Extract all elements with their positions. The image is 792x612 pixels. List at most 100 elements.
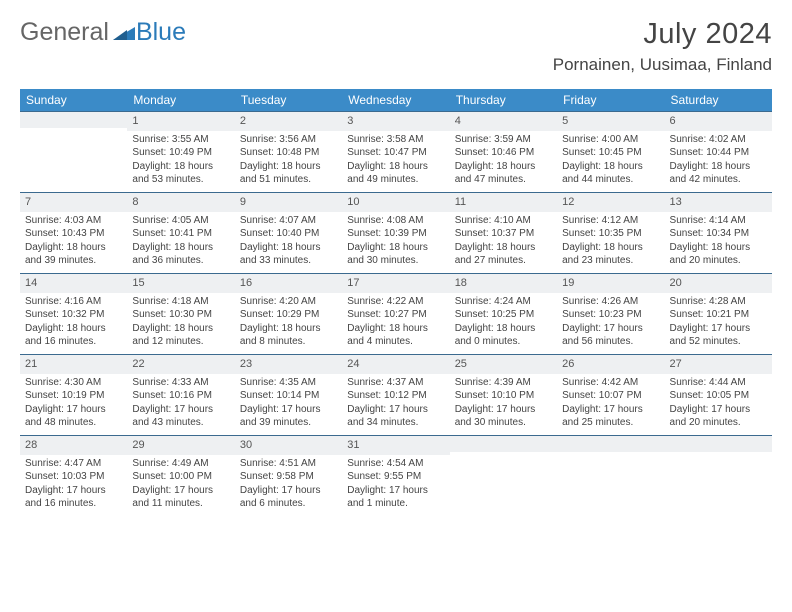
sunset-text: Sunset: 10:40 PM [240,227,337,241]
day-number-bar: 30 [235,435,342,455]
day-details: Sunrise: 4:44 AMSunset: 10:05 PMDaylight… [665,376,772,433]
calendar-day-cell: 15Sunrise: 4:18 AMSunset: 10:30 PMDaylig… [127,273,234,354]
day-number-bar: 3 [342,111,449,131]
day-number-bar: 13 [665,192,772,212]
logo-text-1: General [20,18,109,47]
calendar-day-cell [20,111,127,192]
day-details: Sunrise: 4:35 AMSunset: 10:14 PMDaylight… [235,376,342,433]
daylight-text: Daylight: 17 hours and 6 minutes. [240,484,337,511]
daylight-text: Daylight: 18 hours and 27 minutes. [455,241,552,268]
sunset-text: Sunset: 10:21 PM [670,308,767,322]
sunset-text: Sunset: 10:23 PM [562,308,659,322]
sunset-text: Sunset: 10:16 PM [132,389,229,403]
calendar-day-cell: 27Sunrise: 4:44 AMSunset: 10:05 PMDaylig… [665,354,772,435]
daylight-text: Daylight: 17 hours and 52 minutes. [670,322,767,349]
calendar-week-row: 7Sunrise: 4:03 AMSunset: 10:43 PMDayligh… [20,192,772,273]
sunset-text: Sunset: 10:37 PM [455,227,552,241]
calendar-day-cell: 9Sunrise: 4:07 AMSunset: 10:40 PMDayligh… [235,192,342,273]
weekday-header: Monday [127,89,234,111]
calendar-day-cell: 7Sunrise: 4:03 AMSunset: 10:43 PMDayligh… [20,192,127,273]
calendar-day-cell: 29Sunrise: 4:49 AMSunset: 10:00 PMDaylig… [127,435,234,516]
calendar-day-cell: 20Sunrise: 4:28 AMSunset: 10:21 PMDaylig… [665,273,772,354]
calendar-day-cell: 24Sunrise: 4:37 AMSunset: 10:12 PMDaylig… [342,354,449,435]
sunrise-text: Sunrise: 4:35 AM [240,376,337,390]
sunrise-text: Sunrise: 4:44 AM [670,376,767,390]
daylight-text: Daylight: 18 hours and 12 minutes. [132,322,229,349]
day-number-bar [557,435,664,452]
day-details: Sunrise: 4:03 AMSunset: 10:43 PMDaylight… [20,214,127,271]
sunrise-text: Sunrise: 4:24 AM [455,295,552,309]
day-details: Sunrise: 3:56 AMSunset: 10:48 PMDaylight… [235,133,342,190]
daylight-text: Daylight: 18 hours and 42 minutes. [670,160,767,187]
day-number-bar: 2 [235,111,342,131]
calendar-day-cell: 6Sunrise: 4:02 AMSunset: 10:44 PMDayligh… [665,111,772,192]
calendar-day-cell: 16Sunrise: 4:20 AMSunset: 10:29 PMDaylig… [235,273,342,354]
daylight-text: Daylight: 18 hours and 30 minutes. [347,241,444,268]
daylight-text: Daylight: 18 hours and 36 minutes. [132,241,229,268]
sunrise-text: Sunrise: 4:33 AM [132,376,229,390]
day-details: Sunrise: 4:14 AMSunset: 10:34 PMDaylight… [665,214,772,271]
calendar-day-cell: 8Sunrise: 4:05 AMSunset: 10:41 PMDayligh… [127,192,234,273]
day-details: Sunrise: 4:10 AMSunset: 10:37 PMDaylight… [450,214,557,271]
day-number-bar: 10 [342,192,449,212]
day-number-bar: 27 [665,354,772,374]
sunset-text: Sunset: 9:58 PM [240,470,337,484]
month-title: July 2024 [553,18,772,51]
calendar-day-cell: 12Sunrise: 4:12 AMSunset: 10:35 PMDaylig… [557,192,664,273]
sunrise-text: Sunrise: 4:30 AM [25,376,122,390]
sunrise-text: Sunrise: 3:59 AM [455,133,552,147]
sunset-text: Sunset: 10:32 PM [25,308,122,322]
calendar-day-cell: 11Sunrise: 4:10 AMSunset: 10:37 PMDaylig… [450,192,557,273]
daylight-text: Daylight: 17 hours and 1 minute. [347,484,444,511]
day-number-bar: 23 [235,354,342,374]
day-number-bar: 6 [665,111,772,131]
day-details: Sunrise: 4:39 AMSunset: 10:10 PMDaylight… [450,376,557,433]
sunrise-text: Sunrise: 4:42 AM [562,376,659,390]
calendar-day-cell: 30Sunrise: 4:51 AMSunset: 9:58 PMDayligh… [235,435,342,516]
day-details: Sunrise: 4:42 AMSunset: 10:07 PMDaylight… [557,376,664,433]
calendar-day-cell: 5Sunrise: 4:00 AMSunset: 10:45 PMDayligh… [557,111,664,192]
sunset-text: Sunset: 10:30 PM [132,308,229,322]
day-number-bar: 21 [20,354,127,374]
calendar-day-cell: 25Sunrise: 4:39 AMSunset: 10:10 PMDaylig… [450,354,557,435]
calendar-day-cell: 3Sunrise: 3:58 AMSunset: 10:47 PMDayligh… [342,111,449,192]
sunrise-text: Sunrise: 3:55 AM [132,133,229,147]
calendar-day-cell [450,435,557,516]
day-number-bar [665,435,772,452]
daylight-text: Daylight: 18 hours and 0 minutes. [455,322,552,349]
weekday-header: Tuesday [235,89,342,111]
day-details: Sunrise: 3:55 AMSunset: 10:49 PMDaylight… [127,133,234,190]
sunrise-text: Sunrise: 4:07 AM [240,214,337,228]
weekday-header: Wednesday [342,89,449,111]
daylight-text: Daylight: 18 hours and 8 minutes. [240,322,337,349]
day-number-bar: 4 [450,111,557,131]
sunrise-text: Sunrise: 4:10 AM [455,214,552,228]
calendar-day-cell: 13Sunrise: 4:14 AMSunset: 10:34 PMDaylig… [665,192,772,273]
calendar-day-cell: 31Sunrise: 4:54 AMSunset: 9:55 PMDayligh… [342,435,449,516]
day-number-bar: 7 [20,192,127,212]
sunset-text: Sunset: 10:07 PM [562,389,659,403]
sunrise-text: Sunrise: 4:12 AM [562,214,659,228]
sunrise-text: Sunrise: 4:28 AM [670,295,767,309]
calendar-week-row: 1Sunrise: 3:55 AMSunset: 10:49 PMDayligh… [20,111,772,192]
daylight-text: Daylight: 17 hours and 48 minutes. [25,403,122,430]
day-number-bar: 5 [557,111,664,131]
calendar-day-cell: 17Sunrise: 4:22 AMSunset: 10:27 PMDaylig… [342,273,449,354]
calendar-week-row: 21Sunrise: 4:30 AMSunset: 10:19 PMDaylig… [20,354,772,435]
sunset-text: Sunset: 10:03 PM [25,470,122,484]
sunrise-text: Sunrise: 3:56 AM [240,133,337,147]
sunrise-text: Sunrise: 4:08 AM [347,214,444,228]
daylight-text: Daylight: 18 hours and 47 minutes. [455,160,552,187]
daylight-text: Daylight: 17 hours and 30 minutes. [455,403,552,430]
sunrise-text: Sunrise: 4:18 AM [132,295,229,309]
sunset-text: Sunset: 10:19 PM [25,389,122,403]
sunrise-text: Sunrise: 3:58 AM [347,133,444,147]
daylight-text: Daylight: 17 hours and 39 minutes. [240,403,337,430]
weekday-header: Thursday [450,89,557,111]
location-subtitle: Pornainen, Uusimaa, Finland [553,55,772,75]
day-details: Sunrise: 4:20 AMSunset: 10:29 PMDaylight… [235,295,342,352]
sunset-text: Sunset: 10:35 PM [562,227,659,241]
day-number-bar: 8 [127,192,234,212]
day-number-bar [450,435,557,452]
logo: General Blue [20,18,186,47]
